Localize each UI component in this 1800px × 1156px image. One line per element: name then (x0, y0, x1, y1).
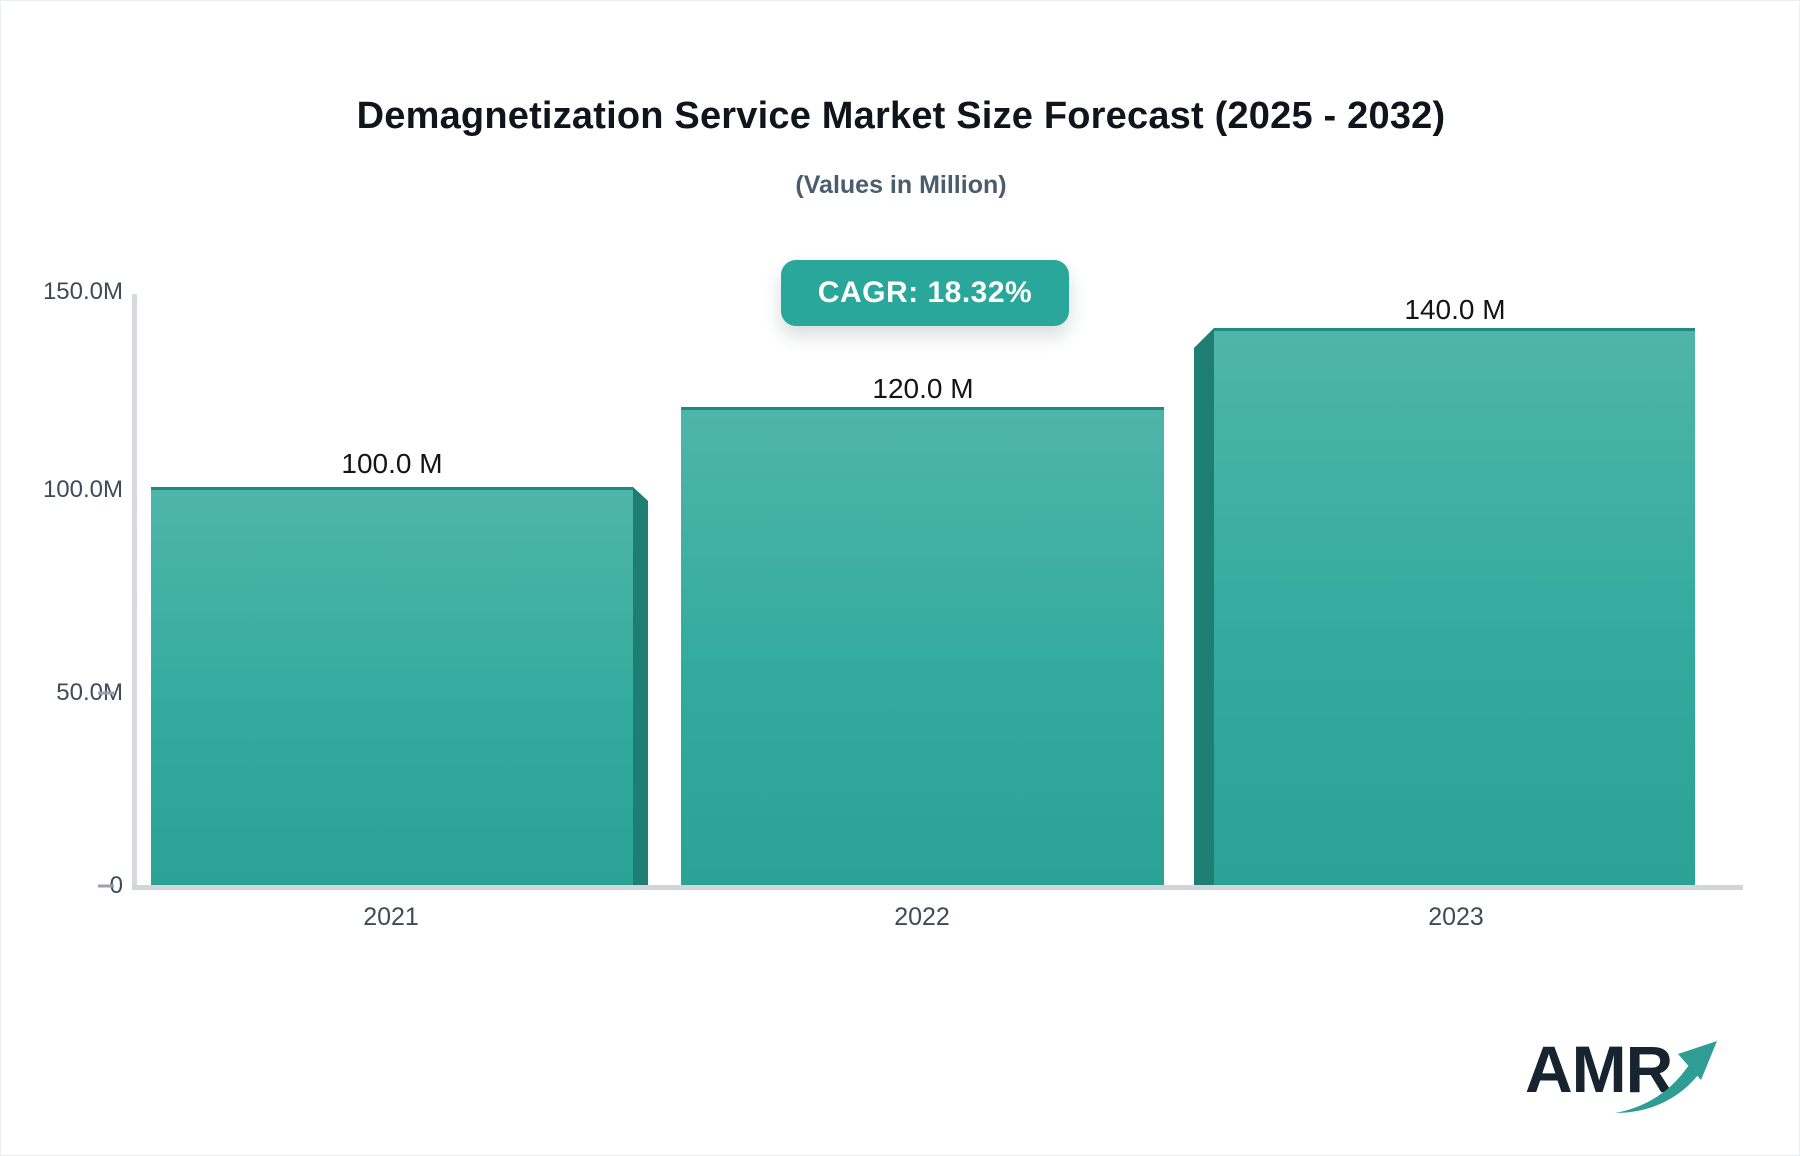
cagr-badge-label: CAGR: 18.32% (817, 276, 1033, 309)
bar-2021 (151, 487, 633, 885)
x-tick-2022: 2022 (894, 903, 950, 931)
value-label-2023: 140.0 M (1404, 294, 1506, 325)
x-tick-2021: 2021 (363, 903, 419, 931)
x-tick-2023: 2023 (1428, 903, 1484, 931)
bar-2021-3d-side (633, 487, 648, 885)
y-tick-150m: 150.0M (42, 278, 123, 305)
value-label-2022: 120.0 M (872, 373, 974, 404)
y-tick-0: 0 (109, 872, 123, 899)
value-label-2021: 100.0 M (341, 448, 443, 479)
cagr-badge: CAGR: 18.32% (781, 260, 1069, 326)
x-axis-line (132, 885, 1743, 890)
bar-2023 (1214, 328, 1695, 885)
growth-arrow-icon (1615, 1041, 1717, 1113)
bar-2023-3d-side (1194, 328, 1214, 885)
amr-logo-text: AMR (1525, 1032, 1673, 1106)
chart-title: Demagnetization Service Market Size Fore… (356, 95, 1446, 137)
y-tick-dash-50m (98, 691, 114, 695)
y-tick-dash-0 (98, 884, 114, 888)
y-tick-100m: 100.0M (42, 476, 123, 503)
amr-logo: AMR (1525, 1029, 1735, 1119)
chart-subtitle: (Values in Million) (795, 171, 1007, 199)
y-axis-line (132, 294, 137, 886)
bar-2022 (681, 407, 1164, 885)
